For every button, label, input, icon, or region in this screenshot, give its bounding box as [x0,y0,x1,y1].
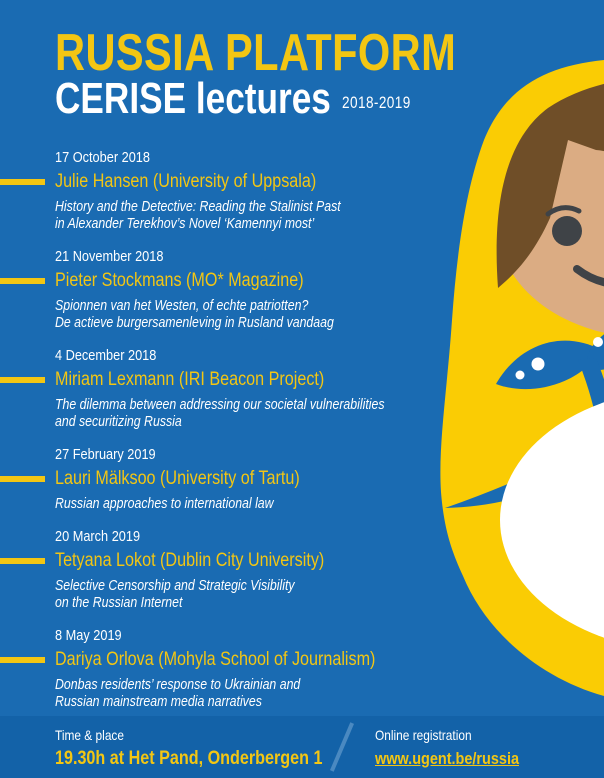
footer-bar: Time & place 19.30h at Het Pand, Onderbe… [0,716,604,778]
lecture-speaker: Tetyana Lokot (Dublin City University) [55,550,325,571]
lecture-date: 17 October 2018 [55,149,150,166]
page-title: RUSSIA PLATFORM [55,24,457,82]
lecture-title-line: on the Russian Internet [55,595,183,611]
registration-label: Online registration [375,727,472,743]
lecture-entry: 20 March 2019 Tetyana Lokot (Dublin City… [0,528,604,612]
entry-marker-dash [0,657,45,663]
entry-marker-dash [0,179,45,185]
entry-marker-dash [0,476,45,482]
lecture-date: 21 November 2018 [55,248,164,265]
page-subtitle: CERISE lectures [55,74,331,123]
lecture-title-line: Russian mainstream media narratives [55,694,262,710]
entry-marker-dash [0,558,45,564]
lecture-speaker: Julie Hansen (University of Uppsala) [55,171,317,192]
footer-registration: Online registration www.ugent.be/russia [375,727,544,770]
lecture-date: 8 May 2019 [55,627,122,644]
season-label: 2018-2019 [342,93,411,112]
lecture-title-line: De actieve burgersamenleving in Rusland … [55,315,334,331]
time-place-label: Time & place [55,727,125,743]
lecture-entry: 27 February 2019 Lauri Mälksoo (Universi… [0,446,604,513]
page-subtitle-row: CERISE lectures 2018-2019 [55,77,494,121]
lecture-title-line: in Alexander Terekhov’s Novel ‘Kamennyi … [55,216,315,232]
lecture-date: 20 March 2019 [55,528,141,545]
lecture-entry: 8 May 2019 Dariya Orlova (Mohyla School … [0,627,604,711]
lecture-entry: 21 November 2018 Pieter Stockmans (MO* M… [0,248,604,332]
lecture-title-line: Donbas residents’ response to Ukrainian … [55,677,301,693]
lecture-title-line: Selective Censorship and Strategic Visib… [55,578,295,594]
lecture-title-line: and securitizing Russia [55,414,182,430]
entry-marker-dash [0,377,45,383]
lecture-title-line: The dilemma between addressing our socie… [55,397,385,413]
lecture-date: 27 February 2019 [55,446,156,463]
lecture-title-line: Russian approaches to international law [55,496,274,512]
footer-time-place: Time & place 19.30h at Het Pand, Onderbe… [55,727,370,770]
lecture-date: 4 December 2018 [55,347,157,364]
entry-marker-dash [0,278,45,284]
lecture-speaker: Miriam Lexmann (IRI Beacon Project) [55,369,325,390]
lecture-title-line: History and the Detective: Reading the S… [55,199,341,215]
time-place-value: 19.30h at Het Pand, Onderbergen 1 [55,748,323,769]
lecture-speaker: Lauri Mälksoo (University of Tartu) [55,468,300,489]
lecture-speaker: Pieter Stockmans (MO* Magazine) [55,270,304,291]
registration-link[interactable]: www.ugent.be/russia [375,749,519,768]
lecture-title-line: Spionnen van het Westen, of echte patrio… [55,298,309,314]
lecture-entry: 4 December 2018 Miriam Lexmann (IRI Beac… [0,347,604,431]
lecture-entry: 17 October 2018 Julie Hansen (University… [0,149,604,233]
lecture-speaker: Dariya Orlova (Mohyla School of Journali… [55,649,376,670]
poster-content: RUSSIA PLATFORM CERISE lectures 2018-2019… [0,24,604,711]
